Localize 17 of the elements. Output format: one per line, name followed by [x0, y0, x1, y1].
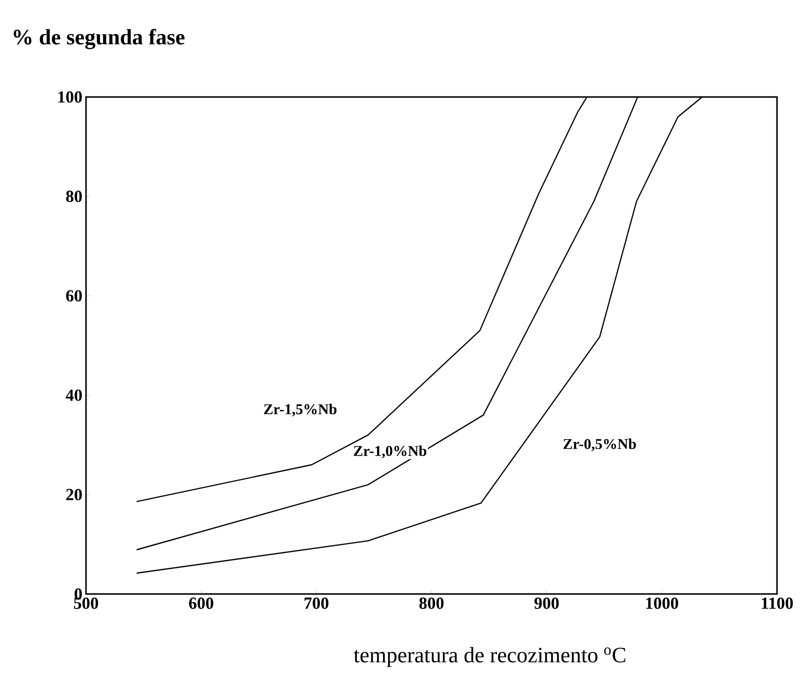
y-tick-label: 40 [66, 389, 82, 401]
y-tick-label: 100 [58, 91, 82, 103]
y-axis-title: % de segunda fase [14, 28, 184, 50]
x-tick-label: 1100 [762, 598, 793, 609]
y-tick-label: 20 [66, 488, 82, 500]
y-tick-label: 80 [66, 190, 82, 202]
x-tick-label: 1000 [646, 598, 678, 609]
y-tick-label: 60 [66, 290, 82, 302]
x-tick-label: 800 [419, 598, 444, 609]
x-axis-title: temperatura de recozimento $^{o}$C [354, 647, 626, 667]
series-label: Zr-1,0%Nb [354, 446, 426, 458]
x-tick-label: 600 [189, 598, 214, 609]
text: Zr-1,5%Nb [264, 404, 336, 416]
x-tick-label: 900 [534, 598, 559, 609]
x-tick-label: 500 [74, 598, 98, 609]
series-label: Zr-0,5%Nb [563, 438, 636, 452]
x-tick-label: 700 [304, 598, 328, 609]
